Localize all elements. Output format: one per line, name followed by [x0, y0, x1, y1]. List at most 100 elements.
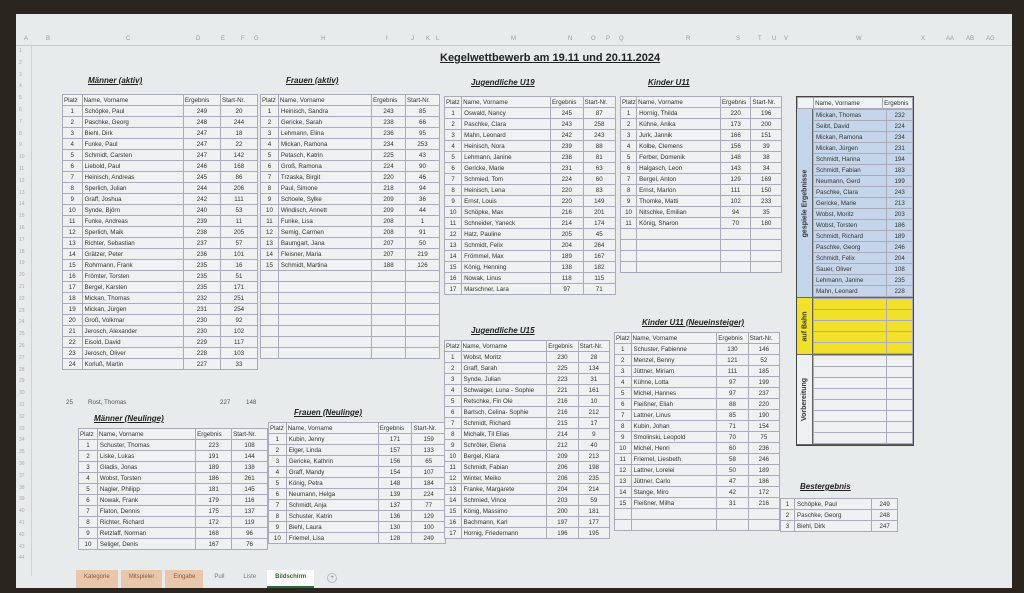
score-cell[interactable]: 216 [546, 395, 579, 407]
empty-cell[interactable] [747, 508, 781, 520]
row-number[interactable]: 41 [19, 520, 25, 526]
empty-row[interactable] [260, 303, 441, 315]
table-row[interactable] [812, 432, 913, 444]
rank-cell[interactable]: 5 [619, 151, 638, 163]
rank-cell[interactable]: 7 [444, 417, 462, 429]
name-cell[interactable]: Ferber, Domenik [636, 151, 721, 163]
rank-cell[interactable]: 2 [78, 450, 98, 462]
score-cell[interactable] [886, 320, 913, 332]
empty-cell[interactable] [370, 292, 406, 304]
name-cell[interactable]: Jerosch, Alexander [81, 325, 184, 337]
name-cell[interactable]: Mickan, Jürgen [81, 303, 184, 315]
start-number-cell[interactable]: 137 [231, 505, 268, 517]
empty-cell[interactable] [636, 250, 721, 262]
row-number[interactable]: 32 [19, 413, 25, 420]
rank-cell[interactable]: 2 [268, 444, 287, 456]
empty-cell[interactable] [260, 314, 279, 326]
header-start[interactable]: Start-Nr. [404, 94, 441, 106]
start-number-cell[interactable]: 63 [582, 162, 616, 174]
start-number-cell[interactable]: 88 [582, 140, 616, 152]
name-cell[interactable]: Gericke, Kathrin [285, 455, 379, 467]
name-cell[interactable]: Paschke, Georg [812, 241, 888, 253]
score-cell[interactable]: 97 [716, 376, 749, 388]
empty-row[interactable] [260, 292, 441, 304]
empty-cell[interactable] [404, 303, 441, 315]
start-number-cell[interactable]: 126 [404, 259, 441, 271]
rank-cell[interactable]: 4 [268, 466, 287, 478]
table-row[interactable]: 11 Schneider, Yaneck 214 174 [443, 217, 616, 229]
header-ergebnis[interactable]: Ergebnis [882, 97, 913, 109]
score-cell[interactable]: 183 [886, 164, 913, 176]
rank-cell[interactable]: 6 [443, 162, 463, 174]
score-cell[interactable]: 47 [716, 475, 749, 487]
name-cell[interactable]: Lattner, Linus [630, 409, 718, 421]
header-name[interactable]: Name, Vorname [277, 94, 372, 106]
table-row[interactable]: 10 Friemel, Lisa 128 249 [268, 532, 446, 544]
empty-row[interactable] [619, 228, 782, 240]
start-number-cell[interactable]: 145 [231, 483, 268, 495]
score-cell[interactable] [886, 410, 913, 422]
column-header[interactable]: I [386, 36, 388, 42]
rank-cell[interactable]: 8 [260, 182, 279, 194]
start-number-cell[interactable]: 52 [747, 354, 781, 366]
rank-cell[interactable]: 5 [443, 151, 463, 163]
rank-cell[interactable]: 18 [62, 292, 83, 304]
rank-cell[interactable]: 9 [443, 195, 463, 207]
score-cell[interactable]: 175 [195, 505, 233, 517]
score-cell[interactable]: 204 [546, 483, 579, 495]
start-number-cell[interactable]: 34 [750, 162, 782, 174]
score-cell[interactable]: 236 [182, 248, 221, 260]
start-number-cell[interactable]: 219 [404, 248, 441, 260]
name-cell[interactable]: Winter, Meiko [460, 472, 548, 484]
score-cell[interactable]: 206 [546, 472, 579, 484]
table-row[interactable]: 2 Paschke, Georg 248 [779, 509, 898, 521]
rank-cell[interactable]: 6 [62, 160, 83, 172]
empty-cell[interactable] [404, 347, 441, 359]
start-number-cell[interactable]: 101 [219, 248, 259, 260]
start-number-cell[interactable]: 244 [219, 116, 259, 128]
score-cell[interactable]: 207 [370, 248, 406, 260]
empty-cell[interactable] [750, 250, 782, 262]
rank-cell[interactable]: 22 [62, 336, 83, 348]
rank-cell[interactable]: 11 [443, 217, 463, 229]
name-cell[interactable] [812, 320, 888, 332]
header-platz[interactable]: Platz [444, 340, 462, 352]
score-cell[interactable]: 189 [550, 250, 584, 262]
empty-cell[interactable] [716, 508, 749, 520]
name-cell[interactable]: Schuster, Thomas [96, 439, 197, 451]
rank-cell[interactable]: 7 [78, 505, 98, 517]
score-cell[interactable]: 243 [550, 118, 584, 130]
table-row[interactable]: 14 Frömmel, Max 189 167 [443, 250, 616, 262]
table-row[interactable] [812, 298, 913, 310]
rank-cell[interactable]: 9 [62, 193, 83, 205]
name-cell[interactable]: Frömter, Torsten [81, 270, 184, 282]
row-number[interactable]: 12 [19, 177, 25, 184]
empty-cell[interactable] [636, 228, 721, 240]
start-number-cell[interactable]: 174 [582, 217, 616, 229]
score-cell[interactable]: 189 [886, 230, 913, 242]
empty-cell[interactable] [260, 347, 279, 359]
start-number-cell[interactable]: 77 [411, 499, 446, 511]
rank-cell[interactable]: 3 [268, 455, 287, 467]
row-number[interactable]: 18 [19, 248, 25, 255]
rank-cell[interactable]: 24 [62, 358, 83, 370]
start-number-cell[interactable]: 119 [231, 516, 268, 528]
score-cell[interactable]: 238 [550, 151, 584, 163]
name-cell[interactable]: Smolinski, Leopold [630, 431, 718, 443]
empty-cell[interactable] [277, 347, 372, 359]
score-cell[interactable]: 221 [546, 384, 579, 396]
rank-cell[interactable]: 2 [444, 362, 462, 374]
name-cell[interactable] [812, 366, 888, 378]
score-cell[interactable]: 209 [370, 204, 406, 216]
empty-cell[interactable] [370, 347, 406, 359]
name-cell[interactable]: Schmidt, Richard [812, 230, 888, 242]
row-number[interactable]: 33 [19, 425, 25, 432]
score-cell[interactable]: 224 [886, 120, 913, 132]
table-row[interactable]: 12 Semig, Carmen 208 91 [260, 226, 441, 238]
name-cell[interactable]: Fleißner, Eliah [630, 398, 718, 410]
table-row[interactable]: 4 Kühne, Lotta 97 199 [614, 376, 781, 388]
header-name[interactable]: Name, Vorname [813, 97, 884, 109]
name-cell[interactable]: Ernst, Louis [461, 195, 552, 207]
start-number-cell[interactable]: 35 [750, 206, 782, 218]
name-cell[interactable]: Frömmel, Max [461, 250, 552, 262]
